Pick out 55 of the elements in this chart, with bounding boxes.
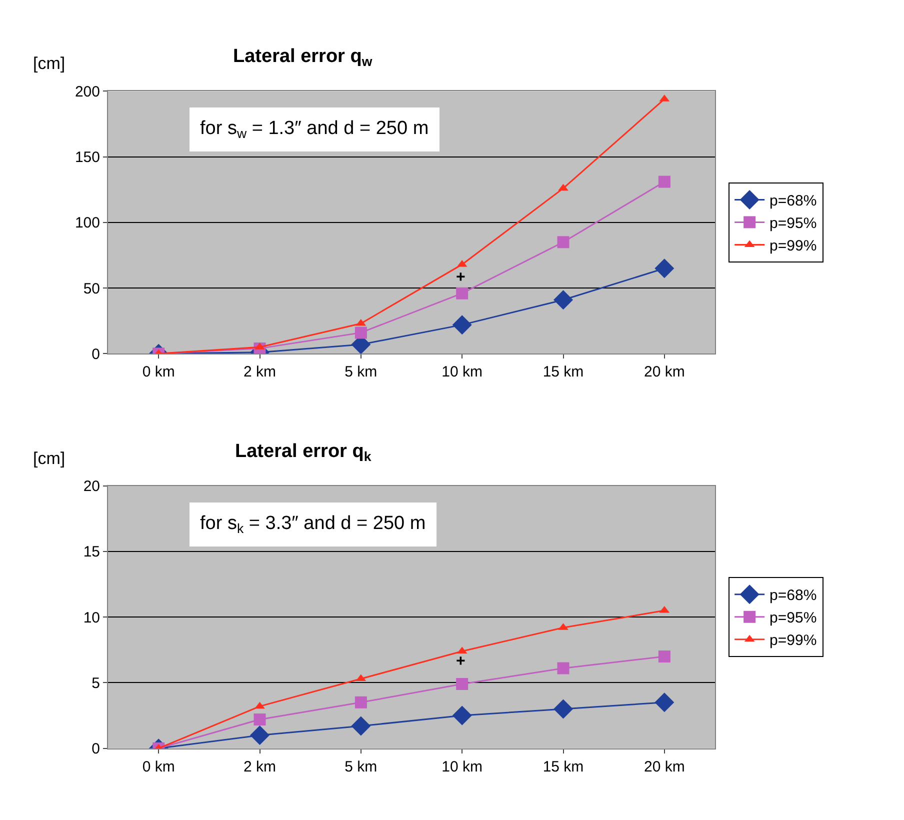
- point: [654, 692, 674, 712]
- point: [558, 184, 568, 191]
- point: [351, 716, 371, 736]
- point: [557, 236, 570, 248]
- point: [254, 713, 266, 726]
- x-tick-label: 2 km: [243, 364, 276, 381]
- point: [354, 326, 367, 339]
- y-tick-label: 5: [92, 674, 100, 692]
- x-tick-label: 15 km: [542, 758, 584, 776]
- point: [452, 315, 472, 335]
- y-tick-label: 50: [83, 280, 100, 298]
- point: [554, 290, 573, 310]
- point: [654, 258, 674, 278]
- point: [354, 696, 367, 708]
- annotation: for s$_{k}$ = 3.3″ and d = 250 m: [200, 513, 426, 536]
- x-tick-label: 20 km: [644, 758, 685, 776]
- point: [554, 699, 573, 719]
- x-tick-label: 5 km: [344, 758, 378, 776]
- point: [456, 678, 468, 690]
- x-tick-label: 10 km: [442, 364, 483, 381]
- x-tick-label: 20 km: [644, 364, 685, 381]
- legend-label: p=68%: [770, 192, 817, 210]
- y-tick-label: 10: [83, 609, 100, 626]
- x-tick-label: 0 km: [142, 758, 175, 776]
- annotation: +: [456, 653, 466, 670]
- point: [250, 725, 270, 745]
- point: [254, 702, 265, 709]
- y-axis-title: [cm]: [33, 449, 66, 468]
- annotation: +: [456, 269, 466, 286]
- legend-label: p=99%: [770, 632, 817, 650]
- y-tick-label: 0: [92, 346, 100, 363]
- x-tick-label: 2 km: [243, 758, 276, 776]
- chart-title: Lateral error q$_{k}$: [235, 441, 372, 464]
- y-tick-label: 0: [92, 740, 100, 758]
- point: [658, 176, 670, 188]
- legend-label: p=68%: [770, 587, 817, 604]
- legend-label: p=95%: [770, 215, 817, 232]
- x-tick-label: 15 km: [542, 364, 584, 381]
- annotation: for s$_{w}$ = 1.3″ and d = 250 m: [200, 118, 429, 141]
- y-axis-title: [cm]: [33, 54, 66, 73]
- y-tick-label: 100: [74, 214, 100, 232]
- x-tick-label: 5 km: [344, 364, 378, 381]
- point: [658, 650, 670, 662]
- y-tick-label: 20: [83, 478, 100, 496]
- legend-label: p=99%: [770, 238, 817, 255]
- chart-title: Lateral error q$_{w}$: [233, 46, 373, 69]
- point: [456, 287, 468, 300]
- point: [557, 662, 570, 674]
- y-tick-label: 200: [74, 83, 100, 100]
- x-tick-label: 10 km: [442, 758, 483, 776]
- y-tick-label: 15: [83, 544, 100, 561]
- x-tick-label: 0 km: [142, 364, 175, 381]
- y-tick-label: 150: [74, 149, 100, 166]
- legend-label: p=95%: [770, 610, 817, 627]
- point: [452, 706, 472, 726]
